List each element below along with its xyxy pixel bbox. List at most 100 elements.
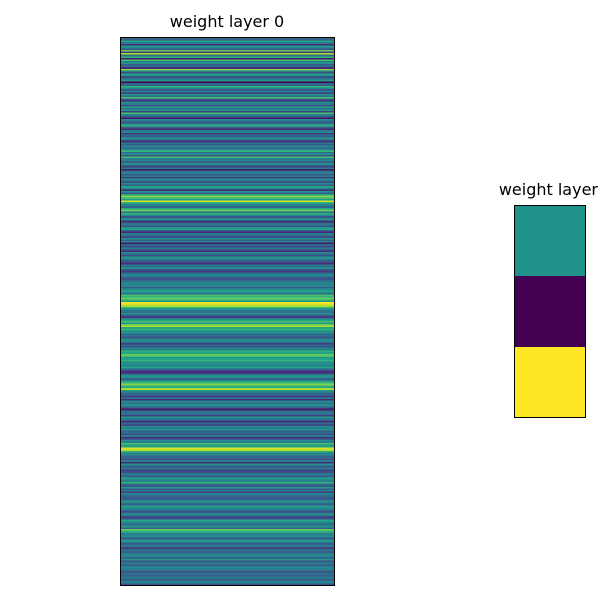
- heatmap-cell-layer-0-43: [120, 104, 335, 107]
- heatmap-cell-layer-0-345: [120, 577, 335, 580]
- heatmap-cell-layer-0-297: [120, 502, 335, 505]
- heatmap-cell-layer-0-129: [120, 239, 335, 242]
- heatmap-cell-layer-0-313: [120, 527, 335, 530]
- heatmap-cell-layer-0-321: [120, 540, 335, 543]
- heatmap-cell-layer-0-269: [120, 458, 335, 461]
- heatmap-cell-layer-0-238: [120, 410, 335, 413]
- heatmap-cell-layer-0-149: [120, 270, 335, 273]
- heatmap-cell-layer-0-103: [120, 198, 335, 201]
- heatmap-cell-layer-0-171: [120, 305, 335, 308]
- heatmap-cell-layer-0-337: [120, 565, 335, 568]
- heatmap-cell-layer-0-301: [120, 508, 335, 511]
- heatmap-cell-layer-0-246: [120, 422, 335, 425]
- heatmap-cell-layer-0-341: [120, 571, 335, 574]
- heatmap-cell-layer-0-0: [120, 37, 335, 40]
- heatmap-cell-layer-0-31: [120, 86, 335, 89]
- heatmap-cell-layer-0-304: [120, 513, 335, 516]
- heatmap-cell-layer-0-15: [120, 60, 335, 64]
- heatmap-cell-layer-2: [514, 346, 586, 418]
- heatmap-cell-layer-0-13: [120, 57, 335, 61]
- heatmap-cell-layer-0-101: [120, 195, 335, 198]
- heatmap-cell-layer-0-284: [120, 482, 335, 485]
- heatmap-cell-layer-0-264: [120, 450, 335, 454]
- heatmap-cell-layer-0-92: [120, 181, 335, 184]
- heatmap-cell-layer-0-118: [120, 222, 335, 225]
- heatmap-cell-layer-0-342: [120, 572, 335, 576]
- heatmap-cell-layer-0-235: [120, 405, 335, 408]
- heatmap-cell-layer-0-134: [120, 247, 335, 250]
- heatmap-cell-layer-0-84: [120, 169, 335, 172]
- heatmap-cell-layer-0-226: [120, 391, 335, 394]
- heatmap-cell-layer-0-239: [120, 411, 335, 414]
- heatmap-cell-layer-0-152: [120, 275, 335, 278]
- heatmap-cell-layer-0-199: [120, 349, 335, 352]
- heatmap-cell-layer-0-201: [120, 352, 335, 355]
- heatmap-cell-layer-0-98: [120, 190, 335, 194]
- heatmap-cell-layer-0-214: [120, 372, 335, 375]
- heatmap-cell-layer-0-260: [120, 444, 335, 447]
- heatmap-cell-layer-0-278: [120, 472, 335, 475]
- heatmap-cell-layer-0-70: [120, 147, 335, 150]
- heatmap-cell-layer-0-115: [120, 217, 335, 220]
- heatmap-cell-layer-0-211: [120, 367, 335, 371]
- heatmap-cell-layer-0-19: [120, 67, 335, 70]
- heatmap-cell-layer-0-40: [120, 100, 335, 103]
- heatmap-cell-layer-0-307: [120, 518, 335, 521]
- heatmap-cell-layer-0-196: [120, 344, 335, 347]
- heatmap-cell-layer-0-73: [120, 151, 335, 154]
- heatmap-cell-layer-0-25: [120, 76, 335, 79]
- heatmap-cell-layer-0-6: [120, 46, 335, 50]
- heatmap-cell-layer-0-236: [120, 407, 335, 410]
- heatmap-cell-layer-0-36: [120, 93, 335, 97]
- heatmap-title-layer-0: weight layer 0: [169, 12, 285, 31]
- heatmap-cell-layer-0-150: [120, 272, 335, 275]
- heatmap-cell-layer-0-71: [120, 148, 335, 151]
- heatmap-cell-layer-0-245: [120, 421, 335, 424]
- heatmap-cell-layer-0-151: [120, 273, 335, 277]
- heatmap-cell-layer-0-242: [120, 416, 335, 419]
- heatmap-cell-layer-0-274: [120, 466, 335, 469]
- heatmap-cell-layer-0-117: [120, 220, 335, 223]
- heatmap-cell-layer-0-124: [120, 231, 335, 234]
- heatmap-cell-layer-0-131: [120, 242, 335, 245]
- heatmap-cell-layer-0-327: [120, 549, 335, 552]
- heatmap-cell-layer-0-320: [120, 538, 335, 541]
- heatmap-cell-layer-0-183: [120, 324, 335, 327]
- heatmap-cell-layer-0-184: [120, 325, 335, 328]
- heatmap-cell-layer-0-309: [120, 521, 335, 524]
- heatmap-cell-layer-0-191: [120, 336, 335, 339]
- heatmap-cell-layer-0-125: [120, 233, 335, 236]
- heatmap-cell-layer-0-158: [120, 284, 335, 288]
- heatmap-cell-layer-0-197: [120, 345, 335, 349]
- heatmap-cell-layer-0-257: [120, 439, 335, 443]
- heatmap-cell-layer-0-168: [120, 300, 335, 303]
- heatmap-cell-layer-0-64: [120, 137, 335, 140]
- heatmap-cell-layer-0-44: [120, 106, 335, 109]
- heatmap-cell-layer-0-339: [120, 568, 335, 571]
- heatmap-cell-layer-0-292: [120, 494, 335, 497]
- heatmap-cell-layer-0-153: [120, 277, 335, 280]
- heatmap-cell-layer-0-312: [120, 526, 335, 529]
- heatmap-cell-layer-0-280: [120, 475, 335, 479]
- heatmap-cell-layer-0-285: [120, 483, 335, 486]
- heatmap-cell-layer-0-163: [120, 292, 335, 295]
- heatmap-cell-layer-0-347: [120, 580, 335, 583]
- heatmap-cell-layer-0-166: [120, 297, 335, 300]
- heatmap-cell-layer-0-48: [120, 112, 335, 115]
- heatmap-cell-layer-0-51: [120, 117, 335, 120]
- heatmap-cell-layer-0-174: [120, 309, 335, 313]
- heatmap-cell-layer-0-221: [120, 383, 335, 386]
- heatmap-cell-layer-0-273: [120, 464, 335, 468]
- heatmap-cell-layer-0-63: [120, 136, 335, 139]
- heatmap-cell-layer-0-17: [120, 64, 335, 67]
- heatmap-cell-layer-0-75: [120, 154, 335, 158]
- heatmap-cell-layer-0-96: [120, 187, 335, 190]
- heatmap-cell-layer-0-336: [120, 563, 335, 566]
- heatmap-cell-layer-0-186: [120, 328, 335, 331]
- heatmap-cell-layer-0-89: [120, 176, 335, 180]
- heatmap-cell-layer-0-18: [120, 65, 335, 68]
- heatmap-layer: [514, 205, 586, 418]
- heatmap-cell-layer-0-156: [120, 281, 335, 284]
- heatmap-cell-layer-0-165: [120, 295, 335, 299]
- heatmap-cell-layer-0-148: [120, 269, 335, 272]
